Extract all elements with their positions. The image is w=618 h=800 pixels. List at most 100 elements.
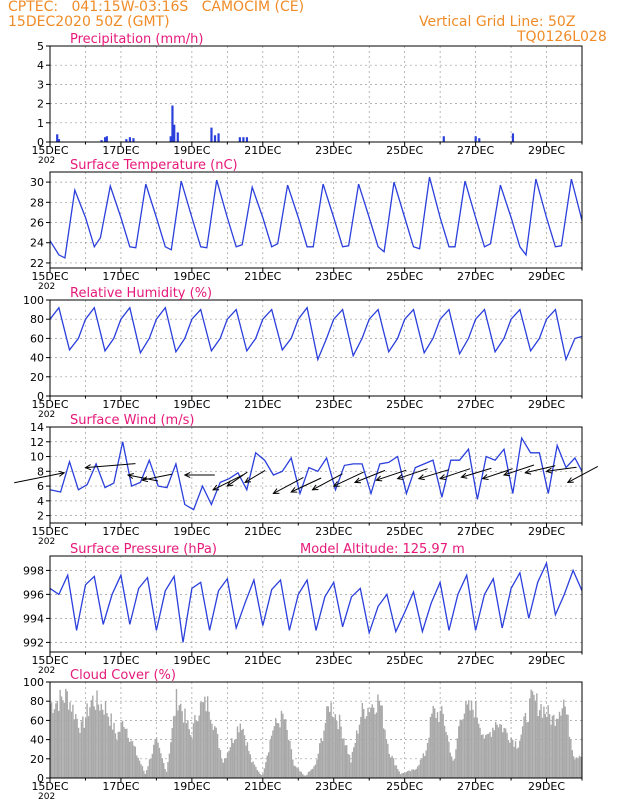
cloud-bar	[103, 714, 105, 778]
x-tick-label: 23DEC	[315, 780, 352, 793]
cloud-bar	[343, 738, 345, 778]
precip-bar	[245, 137, 249, 142]
cloud-bar	[402, 773, 405, 778]
cloud-bar	[367, 707, 369, 778]
cloud-bar	[140, 764, 142, 778]
grid-line-note: Vertical Grid Line: 50Z	[419, 14, 576, 30]
cloud-bar	[548, 714, 551, 778]
y-tick-label: 994	[23, 612, 44, 625]
x-tick-label: 23DEC	[315, 525, 352, 538]
cloud-bar	[255, 766, 257, 778]
x-tick-label: 17DEC	[102, 525, 139, 538]
cloud-bar	[266, 755, 268, 778]
cloud-bar	[351, 751, 354, 778]
cloud-bar	[363, 708, 365, 778]
wind-arrowhead	[375, 475, 383, 482]
cloud-bar	[350, 762, 352, 778]
precip-bar	[56, 134, 59, 142]
cloud-bar	[65, 688, 67, 778]
wind-vector	[418, 469, 449, 480]
cloud-bar	[131, 741, 134, 778]
wind-arrowhead	[460, 472, 468, 479]
precip-bar	[171, 105, 174, 142]
y-tick-label: 12	[30, 436, 44, 449]
cloud-bar	[462, 719, 464, 778]
y-tick-label: 4	[37, 495, 44, 508]
cloud-bar	[577, 758, 579, 778]
wind-arrowhead	[439, 474, 447, 480]
cloud-bar	[270, 735, 273, 778]
wind-arrowhead	[566, 477, 574, 483]
cloud-bar	[143, 770, 145, 778]
y-tick-label: 3	[37, 78, 44, 91]
cloud-bar	[526, 722, 528, 778]
cloud-bar	[441, 706, 443, 778]
cloud-bar	[557, 718, 559, 778]
cloud-bar	[256, 770, 259, 778]
rh-title: Relative Humidity (%)	[70, 286, 212, 301]
cloud-bar	[510, 737, 512, 778]
temp-title: Surface Temperature (nC)	[70, 158, 238, 173]
x-tick-label: 19DEC	[173, 780, 210, 793]
precip-bar	[176, 132, 179, 142]
y-tick-label: 10	[30, 451, 44, 464]
cloud-bar	[87, 716, 90, 778]
cloud-bar	[111, 729, 114, 778]
cloud-bar	[246, 742, 249, 778]
wind-arrowhead	[183, 471, 191, 479]
cloud-bar	[160, 753, 162, 778]
x-tick-label: 23DEC	[315, 398, 352, 411]
cloud-bar	[187, 720, 189, 778]
cloud-bar	[477, 723, 480, 778]
cloud-bar	[97, 704, 100, 778]
cloud-bar	[483, 738, 486, 778]
cloud-bar	[53, 709, 56, 778]
precip-frame	[49, 45, 583, 143]
y-tick-label: 60	[30, 714, 44, 727]
cloud-bar	[134, 746, 137, 778]
cloud-bar	[553, 714, 555, 778]
y-tick-label: 8	[37, 465, 44, 478]
cloud-title: Cloud Cover (%)	[70, 668, 176, 683]
cloud-bar	[313, 766, 315, 778]
cloud-bar	[422, 753, 425, 778]
wind-arrowhead	[396, 474, 404, 480]
cloud-bar	[302, 774, 304, 778]
cloud-bar	[209, 719, 212, 778]
x-tick-label: 29DEC	[528, 780, 565, 793]
precip-bar	[57, 139, 61, 142]
cloud-bar	[485, 735, 487, 778]
cloud-bar	[311, 768, 314, 778]
cloud-bar	[555, 718, 558, 778]
cloud-bar	[316, 759, 318, 778]
cloud-bar	[517, 747, 520, 778]
cloud-bar	[92, 695, 94, 778]
cloud-bar	[208, 711, 210, 778]
cloud-bar	[459, 719, 461, 778]
y-tick-label: 22	[30, 257, 44, 270]
cloud-bar	[412, 769, 415, 778]
x-tick-label: 25DEC	[386, 525, 423, 538]
cloud-bar	[277, 723, 280, 778]
cloud-bar	[479, 727, 481, 778]
cloud-bar	[212, 729, 215, 778]
cloud-bar	[219, 749, 222, 778]
cloud-bar	[538, 710, 541, 778]
cloud-bar	[296, 767, 298, 778]
cloud-bar	[513, 746, 515, 778]
y-tick-label: 26	[30, 217, 44, 230]
cloud-bar	[314, 764, 317, 778]
cloud-bar	[436, 712, 439, 778]
cloud-bar	[211, 723, 213, 778]
cloud-bar	[407, 771, 409, 778]
cloud-bar	[299, 771, 301, 778]
precip-bar	[238, 137, 241, 142]
y-tick-label: 30	[30, 176, 44, 189]
cloud-bar	[527, 721, 529, 778]
cloud-bar	[137, 757, 139, 778]
cloud-bar	[550, 724, 552, 778]
cloud-bar	[381, 705, 383, 778]
cloud-bar	[455, 749, 457, 778]
x-tick-label: 25DEC	[386, 270, 423, 283]
